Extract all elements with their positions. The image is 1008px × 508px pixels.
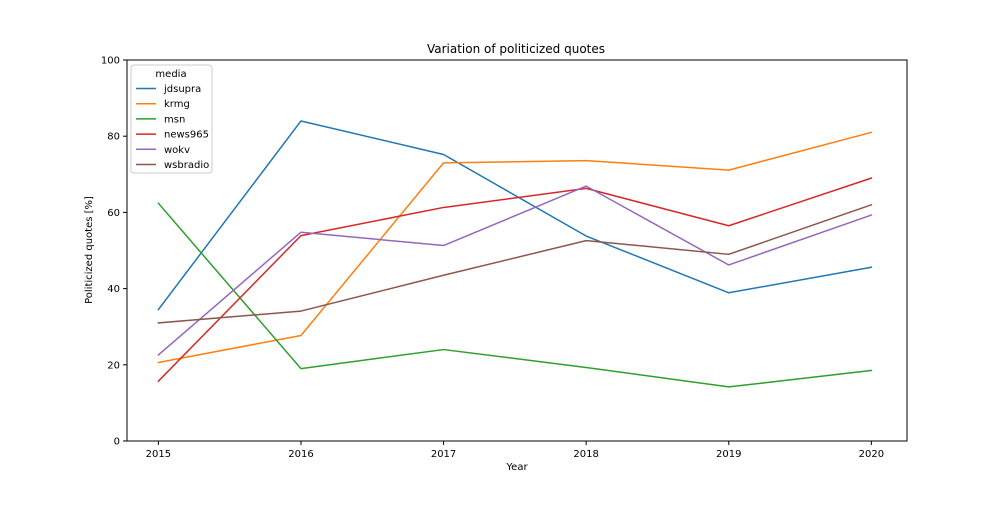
legend-label-krmg: krmg [164, 99, 190, 110]
series-line-wokv [157, 185, 873, 356]
series-line-wsbradio [157, 203, 873, 324]
plot-area [157, 120, 873, 388]
legend-label-wsbradio: wsbradio [164, 160, 209, 171]
series-line-news965 [157, 177, 873, 383]
chart-title: Variation of politicized quotes [427, 42, 605, 56]
y-axis-label: Politicized quotes [%] [84, 196, 95, 304]
y-tick-label: 0 [114, 437, 120, 448]
y-tick-label: 40 [107, 284, 120, 295]
x-tick-label: 2018 [573, 449, 598, 460]
y-tick-label: 60 [107, 208, 120, 219]
series-line-jdsupra [157, 120, 873, 311]
x-tick-label: 2017 [431, 449, 456, 460]
series-line-msn [157, 202, 873, 388]
legend-label-news965: news965 [164, 130, 209, 141]
plot-frame [126, 59, 908, 442]
legend-frame [130, 64, 213, 174]
legend-label-msn: msn [164, 114, 185, 125]
legend-label-jdsupra: jdsupra [163, 84, 201, 95]
x-tick-label: 2016 [288, 449, 313, 460]
y-tick-label: 100 [101, 56, 120, 67]
x-tick-label: 2019 [716, 449, 741, 460]
axes: 2015 2016 2017 2018 2019 2020 0 20 40 60 80 100 [101, 56, 884, 461]
legend-label-wokv: wokv [164, 145, 190, 156]
x-axis-label: Year [505, 462, 528, 473]
legend-title: media [155, 69, 186, 80]
y-tick-label: 20 [107, 360, 120, 371]
x-tick-label: 2015 [146, 449, 171, 460]
y-tick-label: 80 [107, 132, 120, 143]
x-tick-label: 2020 [859, 449, 884, 460]
legend: media jdsupra krmg msn news965 wokv wsbradio [130, 64, 213, 174]
